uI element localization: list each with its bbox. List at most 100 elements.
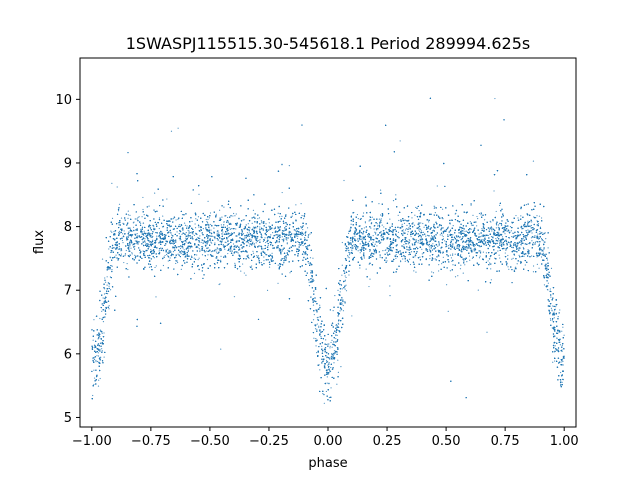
- data-point: [415, 271, 417, 273]
- data-point: [546, 285, 549, 288]
- data-point: [281, 236, 283, 238]
- data-point: [129, 250, 131, 252]
- data-point: [332, 358, 334, 360]
- data-point: [300, 203, 302, 205]
- data-point: [109, 276, 112, 278]
- data-point: [118, 230, 121, 232]
- data-point: [454, 276, 457, 278]
- data-point: [148, 243, 150, 246]
- data-point: [406, 248, 408, 251]
- data-point: [338, 330, 340, 332]
- data-point: [496, 237, 499, 239]
- data-point: [315, 324, 317, 326]
- data-point: [350, 239, 352, 241]
- data-point: [492, 220, 494, 222]
- data-point: [154, 266, 156, 269]
- data-point: [216, 249, 218, 251]
- data-point: [296, 237, 299, 240]
- data-point: [207, 241, 209, 243]
- data-point: [339, 310, 341, 312]
- data-point: [538, 267, 540, 269]
- data-point: [493, 190, 495, 192]
- data-point: [530, 237, 533, 239]
- data-point: [409, 245, 411, 247]
- data-point: [534, 242, 536, 244]
- data-point: [482, 238, 484, 241]
- data-point: [173, 240, 175, 242]
- data-point: [247, 242, 249, 244]
- data-point: [427, 244, 429, 247]
- data-point: [144, 240, 146, 242]
- data-point: [327, 369, 329, 371]
- data-point: [342, 304, 344, 307]
- data-point: [215, 213, 217, 215]
- data-point: [419, 230, 421, 232]
- data-point: [536, 263, 538, 265]
- data-point: [104, 298, 107, 300]
- data-point: [313, 313, 315, 316]
- data-point: [91, 347, 93, 350]
- data-point: [374, 248, 377, 250]
- data-point: [162, 264, 165, 267]
- data-point: [368, 285, 370, 288]
- data-point: [185, 241, 187, 243]
- data-point: [235, 228, 237, 230]
- data-point: [149, 225, 152, 227]
- data-point: [551, 327, 553, 329]
- data-point: [423, 226, 425, 228]
- data-point: [103, 297, 106, 300]
- data-point: [429, 248, 431, 250]
- data-point: [97, 360, 99, 363]
- data-point: [456, 236, 458, 238]
- data-point: [261, 234, 263, 236]
- data-point: [142, 208, 144, 211]
- data-point: [422, 241, 424, 243]
- data-point: [459, 268, 462, 270]
- data-point: [245, 274, 247, 276]
- data-point: [410, 251, 413, 253]
- data-point: [301, 231, 303, 233]
- data-point: [228, 227, 230, 229]
- data-point: [115, 254, 117, 256]
- data-point: [250, 239, 253, 241]
- data-point: [303, 243, 306, 245]
- data-point: [490, 279, 492, 281]
- data-point: [262, 228, 264, 230]
- data-point: [98, 343, 100, 345]
- data-point: [327, 343, 329, 345]
- data-point: [119, 232, 121, 234]
- data-point: [326, 382, 328, 384]
- data-point: [312, 304, 315, 306]
- data-point: [520, 239, 522, 242]
- data-point: [481, 228, 483, 230]
- data-point: [167, 248, 169, 250]
- data-point: [464, 233, 466, 236]
- data-point: [315, 337, 317, 340]
- data-point: [220, 255, 222, 257]
- data-point: [532, 242, 535, 244]
- data-point: [545, 285, 548, 287]
- data-point: [544, 266, 546, 268]
- data-point: [137, 216, 139, 219]
- data-point: [370, 227, 372, 229]
- data-point: [297, 235, 299, 237]
- data-point: [507, 254, 509, 257]
- data-point: [472, 214, 474, 216]
- data-point: [452, 234, 454, 236]
- data-point: [154, 192, 156, 194]
- data-point: [268, 225, 270, 227]
- data-point: [415, 206, 417, 209]
- data-point: [186, 235, 188, 237]
- data-point: [480, 236, 482, 238]
- data-point: [312, 319, 315, 321]
- data-point: [261, 221, 263, 223]
- data-point: [213, 227, 215, 229]
- data-point: [319, 369, 321, 371]
- data-point: [277, 282, 279, 284]
- data-point: [302, 244, 304, 247]
- data-point: [277, 225, 279, 228]
- data-point: [407, 231, 409, 233]
- data-point: [339, 291, 341, 293]
- data-point: [242, 263, 244, 265]
- data-point: [549, 288, 551, 290]
